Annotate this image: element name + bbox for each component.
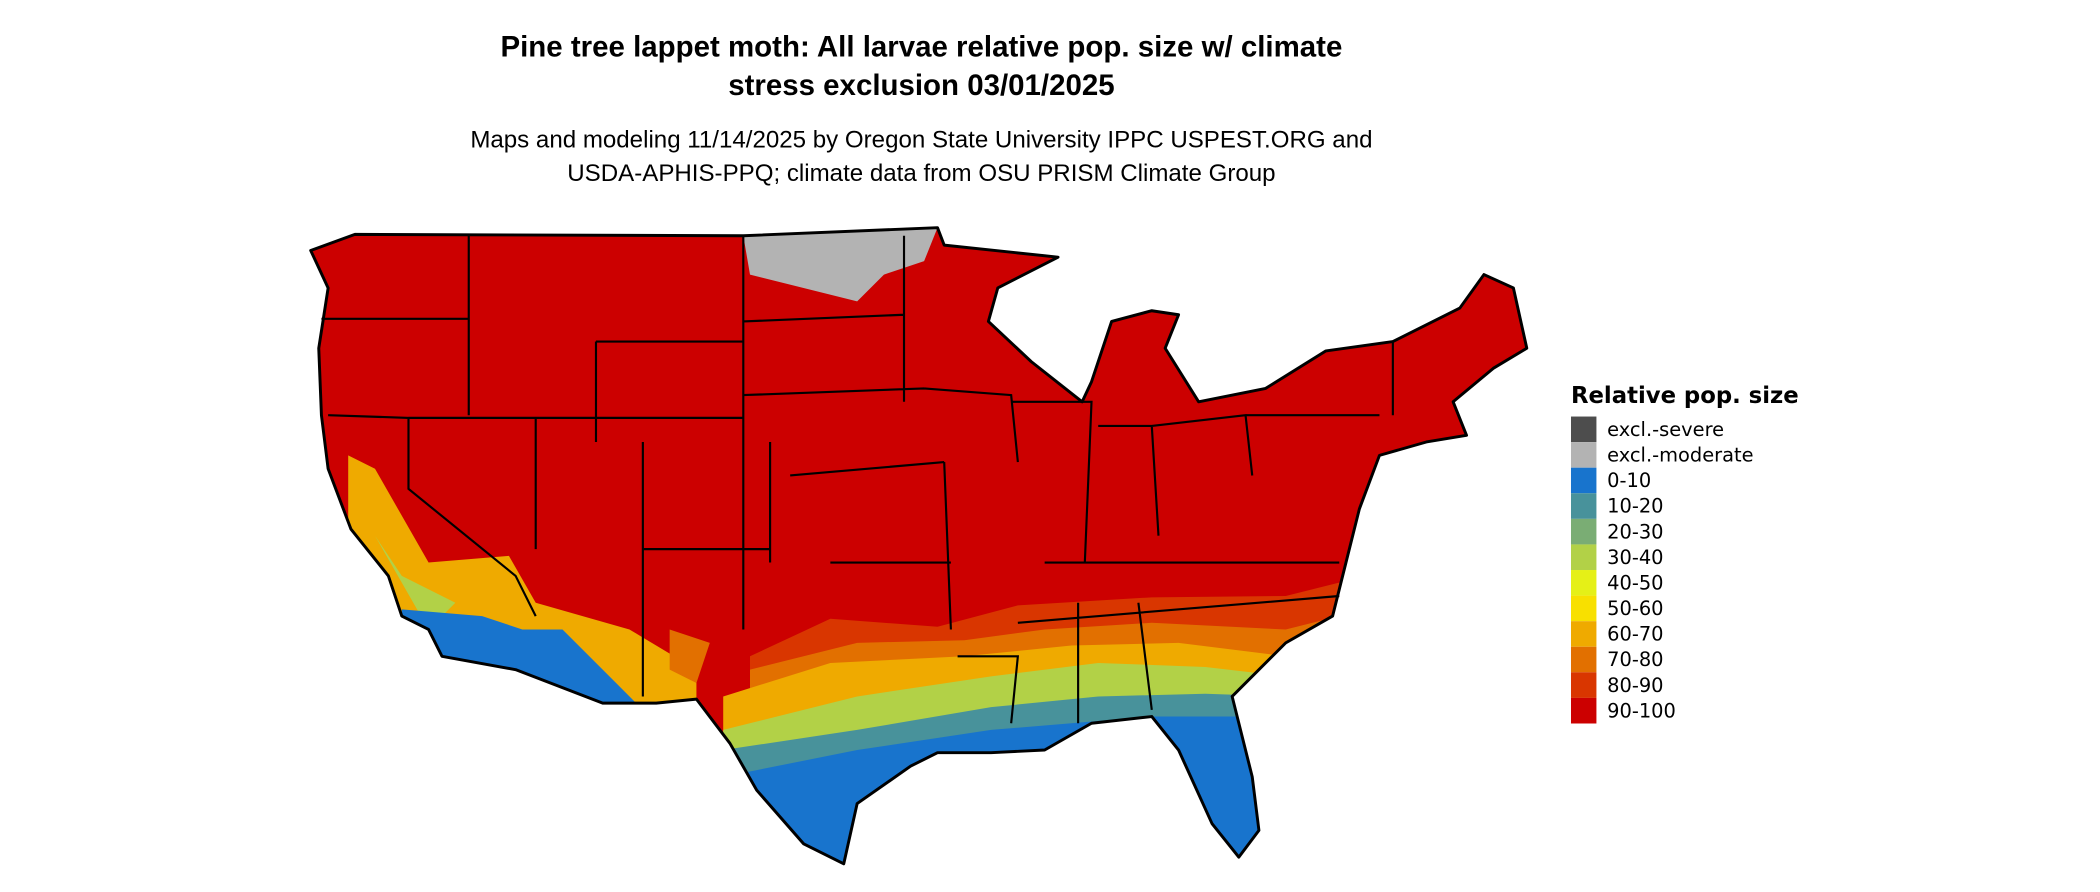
legend-swatch bbox=[1570, 544, 1597, 571]
legend-label: 50-60 bbox=[1607, 597, 1663, 620]
legend-label: 90-100 bbox=[1607, 699, 1676, 722]
legend-label: 80-90 bbox=[1607, 674, 1663, 697]
legend-label: 40-50 bbox=[1607, 571, 1663, 594]
legend-swatch bbox=[1570, 518, 1597, 545]
zone-excl-moderate bbox=[743, 227, 938, 302]
legend-swatch bbox=[1570, 493, 1597, 519]
legend-label: 30-40 bbox=[1607, 546, 1663, 569]
legend-label: 0-10 bbox=[1607, 469, 1651, 492]
legend-swatch bbox=[1570, 442, 1597, 468]
legend-label: 20-30 bbox=[1607, 520, 1663, 543]
map-title-line2: stress exclusion 03/01/2025 bbox=[728, 69, 1114, 102]
legend-swatch bbox=[1570, 621, 1597, 647]
legend-swatch bbox=[1570, 416, 1597, 443]
legend-swatch bbox=[1570, 467, 1597, 494]
legend: Relative pop. size excl.-severe excl.-mod… bbox=[1570, 383, 1799, 724]
legend-label: 10-20 bbox=[1607, 495, 1663, 518]
legend-label: excl.-moderate bbox=[1607, 444, 1753, 467]
zone-west-30-40 bbox=[375, 535, 456, 630]
legend-swatch bbox=[1570, 595, 1597, 622]
map-title-line1: Pine tree lappet moth: All larvae relati… bbox=[500, 30, 1342, 63]
zone-nm-70-80 bbox=[669, 629, 710, 684]
legend-label: excl.-severe bbox=[1607, 418, 1724, 441]
legend-label: 60-70 bbox=[1607, 623, 1663, 646]
map-subtitle-line1: Maps and modeling 11/14/2025 by Oregon S… bbox=[470, 126, 1372, 153]
legend-swatch bbox=[1570, 646, 1597, 673]
legend-swatch bbox=[1570, 697, 1597, 724]
legend-swatch bbox=[1570, 570, 1597, 596]
map-subtitle-line2: USDA-APHIS-PPQ; climate data from OSU PR… bbox=[567, 160, 1275, 187]
legend-label: 70-80 bbox=[1607, 648, 1663, 671]
state-borders bbox=[321, 235, 1394, 724]
legend-swatch bbox=[1570, 672, 1597, 698]
legend-title: Relative pop. size bbox=[1571, 383, 1799, 409]
